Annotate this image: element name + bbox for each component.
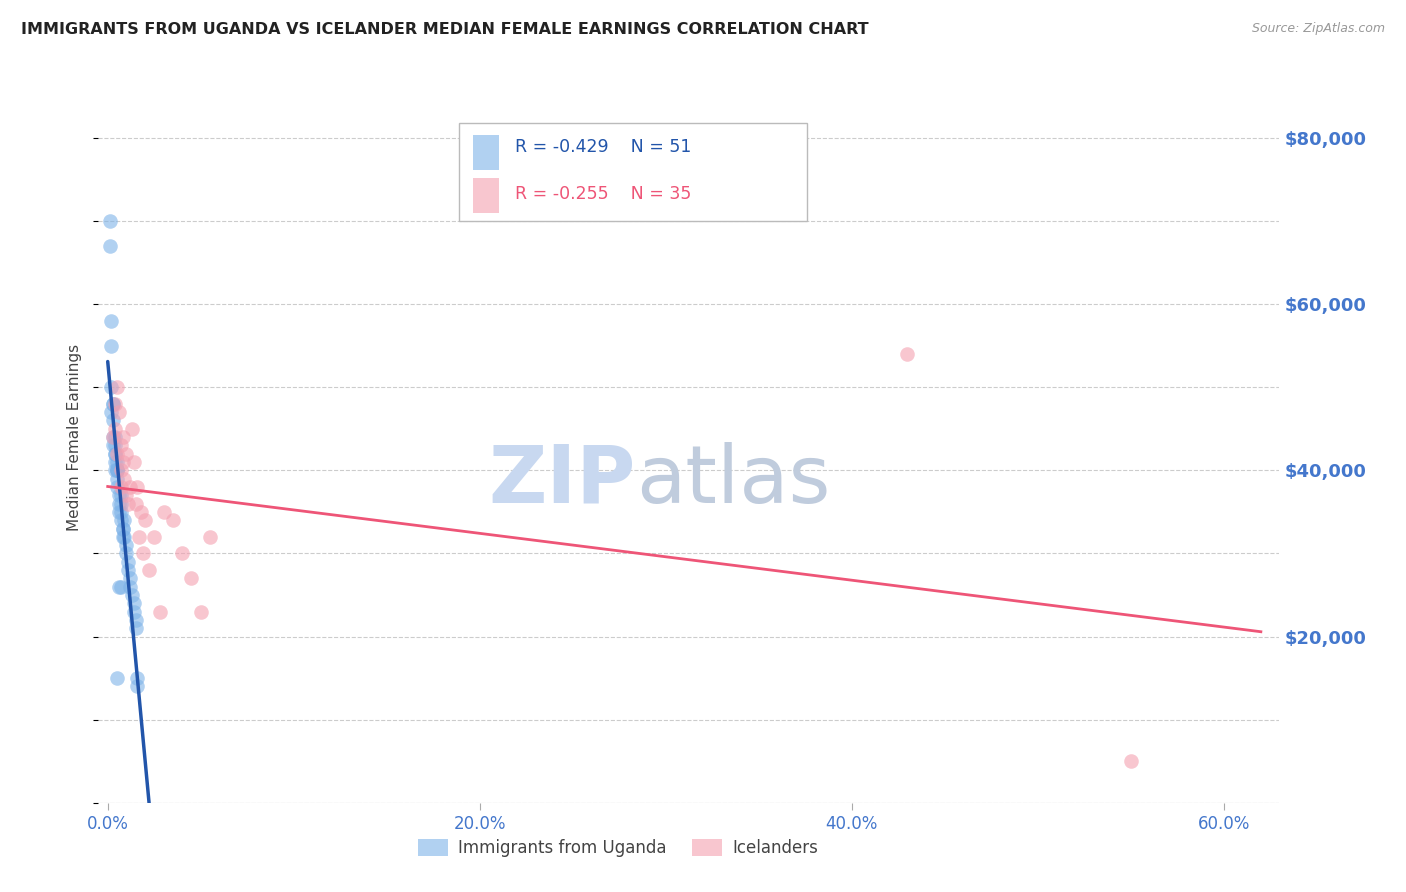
Point: [172, 546, 194, 560]
FancyBboxPatch shape: [472, 178, 499, 213]
Point: [104, 463, 127, 477]
Point: [103, 430, 125, 444]
Point: [103, 430, 125, 444]
Text: R = -0.255    N = 35: R = -0.255 N = 35: [516, 185, 692, 202]
Point: [105, 463, 128, 477]
Point: [121, 588, 143, 602]
Point: [103, 438, 125, 452]
Point: [127, 480, 149, 494]
Point: [104, 430, 127, 444]
Point: [108, 580, 131, 594]
Point: [115, 488, 138, 502]
Point: [103, 397, 125, 411]
Point: [122, 605, 145, 619]
Point: [117, 555, 139, 569]
Point: [105, 472, 128, 486]
Point: [103, 413, 125, 427]
Point: [128, 530, 150, 544]
Point: [111, 521, 134, 535]
Point: [115, 546, 138, 560]
Point: [108, 505, 131, 519]
Point: [105, 463, 128, 477]
Point: [110, 505, 132, 519]
Point: [100, 380, 122, 394]
Point: [104, 455, 127, 469]
Point: [190, 605, 212, 619]
Point: [110, 438, 132, 452]
Point: [100, 314, 122, 328]
Point: [105, 380, 128, 394]
Text: Source: ZipAtlas.com: Source: ZipAtlas.com: [1251, 22, 1385, 36]
Legend: Immigrants from Uganda, Icelanders: Immigrants from Uganda, Icelanders: [412, 832, 824, 864]
Point: [105, 463, 128, 477]
Point: [134, 513, 156, 527]
Point: [100, 405, 122, 419]
Point: [896, 347, 918, 361]
Point: [198, 530, 221, 544]
Point: [132, 546, 155, 560]
Point: [104, 397, 127, 411]
Point: [129, 505, 152, 519]
Text: ZIP: ZIP: [488, 442, 636, 520]
Point: [162, 513, 184, 527]
Point: [149, 605, 172, 619]
Point: [122, 596, 145, 610]
Point: [105, 447, 128, 461]
Point: [105, 455, 128, 469]
Point: [104, 422, 127, 436]
Point: [115, 447, 138, 461]
Point: [114, 472, 136, 486]
Text: IMMIGRANTS FROM UGANDA VS ICELANDER MEDIAN FEMALE EARNINGS CORRELATION CHART: IMMIGRANTS FROM UGANDA VS ICELANDER MEDI…: [21, 22, 869, 37]
Point: [138, 563, 160, 577]
Point: [103, 397, 125, 411]
Point: [115, 538, 138, 552]
Point: [110, 488, 132, 502]
Point: [124, 613, 146, 627]
Point: [108, 405, 131, 419]
Point: [104, 447, 127, 461]
FancyBboxPatch shape: [472, 135, 499, 170]
Point: [118, 571, 141, 585]
Point: [98, 239, 121, 253]
Point: [124, 497, 146, 511]
Point: [118, 480, 141, 494]
Point: [127, 671, 149, 685]
Point: [111, 430, 134, 444]
Point: [122, 455, 145, 469]
Point: [105, 671, 128, 685]
Point: [110, 513, 132, 527]
Point: [180, 571, 202, 585]
Point: [104, 438, 127, 452]
Point: [110, 480, 132, 494]
Point: [114, 513, 136, 527]
Point: [114, 530, 136, 544]
Point: [111, 455, 134, 469]
Y-axis label: Median Female Earnings: Median Female Earnings: [67, 343, 83, 531]
Point: [100, 338, 122, 352]
Point: [108, 488, 131, 502]
Text: atlas: atlas: [636, 442, 830, 520]
Point: [152, 505, 174, 519]
Point: [117, 497, 139, 511]
Point: [111, 530, 134, 544]
Point: [111, 521, 134, 535]
Point: [127, 680, 149, 694]
Point: [110, 463, 132, 477]
Point: [104, 447, 127, 461]
Point: [143, 530, 166, 544]
FancyBboxPatch shape: [458, 122, 807, 221]
Text: R = -0.429    N = 51: R = -0.429 N = 51: [516, 138, 692, 156]
Point: [117, 563, 139, 577]
Point: [1119, 754, 1142, 768]
Point: [121, 422, 143, 436]
Point: [110, 580, 132, 594]
Point: [118, 580, 141, 594]
Point: [108, 497, 131, 511]
Point: [124, 621, 146, 635]
Point: [98, 214, 121, 228]
Point: [105, 480, 128, 494]
Point: [110, 497, 132, 511]
